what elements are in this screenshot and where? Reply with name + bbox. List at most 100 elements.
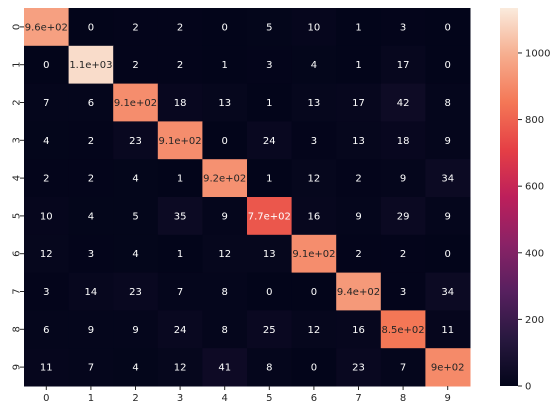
cell-label-4-2: 4 [132, 174, 138, 185]
cell-0-9 [425, 8, 471, 47]
cell-label-3-0: 4 [43, 136, 49, 147]
cell-label-9-0: 11 [40, 363, 53, 374]
x-tick-label-2: 2 [132, 393, 138, 404]
cell-3-8 [380, 121, 426, 160]
cell-8-1 [68, 310, 114, 349]
colorbar-tick-label-0: 0 [525, 382, 531, 393]
cell-label-0-0: 9.6e+02 [25, 22, 68, 33]
cell-label-7-9: 34 [441, 287, 454, 298]
cell-5-4 [202, 197, 248, 236]
cell-1-7 [336, 45, 382, 85]
cell-7-4 [202, 272, 248, 311]
cell-2-0 [24, 83, 70, 122]
cell-2-4 [202, 83, 248, 122]
cell-label-8-2: 9 [132, 325, 138, 336]
cell-9-9 [425, 348, 471, 387]
cell-9-7 [336, 348, 382, 387]
cell-label-6-8: 2 [400, 249, 406, 260]
cell-2-1 [68, 83, 114, 122]
cell-label-2-8: 42 [397, 98, 410, 109]
y-tick-label-5: 5 [12, 213, 23, 219]
cell-label-3-7: 13 [352, 136, 365, 147]
x-tick-label-5: 5 [266, 393, 272, 404]
x-tick-label-7: 7 [355, 393, 361, 404]
cell-4-8 [380, 159, 426, 198]
colorbar-tick-label-800: 800 [525, 115, 544, 126]
cell-7-6 [291, 272, 337, 311]
cell-8-4 [202, 310, 248, 349]
cell-2-7 [336, 83, 382, 122]
cell-label-2-4: 13 [218, 98, 231, 109]
cell-2-8 [380, 83, 426, 122]
cell-label-8-5: 25 [263, 325, 276, 336]
cell-0-4 [202, 8, 248, 47]
cell-label-3-1: 2 [88, 136, 94, 147]
cell-label-4-1: 2 [88, 174, 94, 185]
cell-label-5-5: 7.7e+02 [248, 211, 291, 222]
y-tick-label-2: 2 [12, 99, 23, 105]
cell-label-8-3: 24 [174, 325, 187, 336]
cell-3-7 [336, 121, 382, 160]
cell-6-5 [247, 234, 293, 274]
y-tick-label-8: 8 [12, 326, 23, 332]
cell-2-5 [247, 83, 293, 122]
cell-label-7-7: 9.4e+02 [337, 287, 380, 298]
cell-4-1 [68, 159, 114, 198]
cell-1-3 [157, 45, 203, 85]
cell-8-6 [291, 310, 337, 349]
x-tick-label-6: 6 [311, 393, 317, 404]
cell-3-5 [247, 121, 293, 160]
y-tick-label-4: 4 [12, 175, 23, 181]
cell-3-6 [291, 121, 337, 160]
cell-label-9-6: 0 [311, 363, 317, 374]
cell-label-7-5: 0 [266, 287, 272, 298]
cell-label-5-7: 9 [355, 211, 361, 222]
cell-label-1-0: 0 [43, 60, 49, 71]
cell-5-7 [336, 197, 382, 236]
cell-label-7-0: 3 [43, 287, 49, 298]
cell-1-9 [425, 45, 471, 85]
cell-label-7-2: 23 [129, 287, 142, 298]
cell-label-1-6: 4 [311, 60, 317, 71]
cell-label-5-3: 35 [174, 211, 187, 222]
cell-label-7-4: 8 [222, 287, 228, 298]
x-tick-label-9: 9 [445, 393, 451, 404]
cell-0-2 [113, 8, 159, 47]
cell-7-3 [157, 272, 203, 311]
cell-label-0-8: 3 [400, 22, 406, 33]
cell-label-5-2: 5 [132, 211, 138, 222]
y-tick-label-7: 7 [12, 288, 23, 294]
cell-8-0 [24, 310, 70, 349]
cell-1-5 [247, 45, 293, 85]
cell-3-0 [24, 121, 70, 160]
cell-8-8 [380, 310, 426, 349]
cell-9-2 [113, 348, 159, 387]
cell-label-0-6: 10 [308, 22, 321, 33]
cell-label-6-0: 12 [40, 249, 53, 260]
cell-5-6 [291, 197, 337, 236]
cell-label-6-1: 3 [88, 249, 94, 260]
cell-label-6-9: 0 [445, 249, 451, 260]
x-tick-label-4: 4 [222, 393, 228, 404]
cell-label-4-5: 1 [266, 174, 272, 185]
cell-label-1-1: 1.1e+03 [69, 60, 112, 71]
cell-label-6-4: 12 [218, 249, 231, 260]
cell-4-6 [291, 159, 337, 198]
cell-3-9 [425, 121, 471, 160]
y-tick-label-0: 0 [12, 24, 23, 30]
cell-0-7 [336, 8, 382, 47]
cell-label-0-5: 5 [266, 22, 272, 33]
cell-6-4 [202, 234, 248, 274]
cell-label-3-6: 3 [311, 136, 317, 147]
y-tick-label-3: 3 [12, 137, 23, 143]
colorbar-tick-label-200: 200 [525, 315, 544, 326]
cell-7-2 [113, 272, 159, 311]
cell-label-3-2: 23 [129, 136, 142, 147]
cell-1-4 [202, 45, 248, 85]
x-tick-label-0: 0 [43, 393, 49, 404]
cell-label-0-9: 0 [445, 22, 451, 33]
cell-2-2 [113, 83, 159, 122]
cell-3-1 [68, 121, 114, 160]
cell-label-8-7: 16 [352, 325, 365, 336]
cell-9-0 [24, 348, 70, 387]
